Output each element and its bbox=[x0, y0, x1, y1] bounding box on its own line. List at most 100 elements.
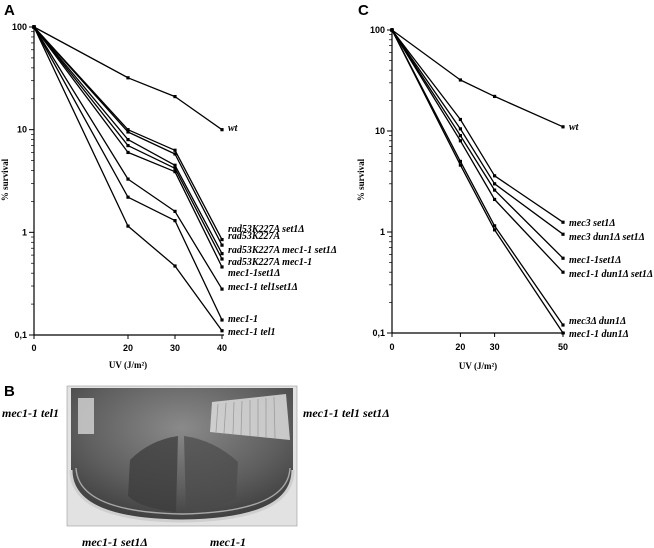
panel-b-photo bbox=[66, 385, 298, 527]
chart-c-x-tick-label: 20 bbox=[455, 342, 465, 352]
chart-a-series-mec1-1-point bbox=[220, 318, 224, 322]
chart-a-y-tick-label: 1 bbox=[22, 227, 27, 237]
panel-letter-c: C bbox=[358, 2, 369, 19]
chart-c-series-mec1-1-dun1delta-point bbox=[390, 28, 394, 32]
chart-a-series-mec1-1-tel1-point bbox=[173, 264, 177, 268]
chart-a-series-mec1-1-tel1set1delta-line bbox=[33, 26, 223, 290]
chart-c-series-wt-point bbox=[493, 94, 497, 99]
chart-a-series-mec1-1-label: mec1-1 bbox=[228, 314, 258, 325]
chart-a-x-axis-label: UV (J/m²) bbox=[109, 360, 147, 370]
chart-c-series-mec1-1-dun1delta-set1delta-line bbox=[391, 29, 564, 273]
chart-c-x-tick-label: 30 bbox=[490, 342, 500, 352]
chart-a-series-mec1-1-line bbox=[33, 26, 223, 321]
chart-c-y-tick-label: 1 bbox=[380, 227, 385, 237]
chart-a-series-rad53k227a-mec1-1-set1delta-point bbox=[220, 252, 224, 256]
streak-mec1-1 bbox=[184, 436, 238, 512]
streak-mec1-1-set1 bbox=[128, 436, 178, 512]
chart-a-series-rad53k227a-set1delta-point bbox=[173, 148, 177, 152]
chart-c-series-mec1-1-dun1delta-point bbox=[458, 163, 462, 167]
chart-c-series-mec3delta-dun1delta-point bbox=[561, 323, 565, 327]
chart-a-series-wt-line bbox=[33, 26, 223, 131]
chart-c-x-tick-label: 0 bbox=[389, 342, 394, 352]
chart-a-series-mec1-1-tel1set1delta-label: mec1-1 tel1set1Δ bbox=[228, 282, 298, 293]
streak-texture bbox=[215, 396, 276, 439]
chart-a-series-wt-label: wt bbox=[228, 123, 239, 134]
chart-a-series-mec1-1-tel1-point bbox=[32, 25, 36, 29]
chart-a-x-tick-label: 20 bbox=[123, 343, 133, 353]
chart-a-series-rad53k227a-mec1-1-label: rad53K227A mec1-1 bbox=[228, 257, 312, 268]
chart-a-series-mec1-1set1delta-label: mec1-1set1Δ bbox=[228, 268, 280, 279]
chart-c-series-mec3-dun1delta-set1delta-point bbox=[561, 232, 565, 236]
chart-c-series-mec3delta-dun1delta-point bbox=[458, 159, 462, 164]
chart-a-series-rad53k227a-point bbox=[126, 130, 130, 134]
chart-c-series-mec3-set1delta-point bbox=[493, 174, 497, 178]
chart-c-series-mec1-1-dun1delta-set1delta-point bbox=[561, 270, 565, 274]
chart-c-series-mec1-1set1delta-point bbox=[458, 134, 462, 138]
chart-a-series-rad53k227a-set1delta-line bbox=[33, 26, 223, 240]
chart-c-series-mec1-1-dun1delta-set1delta-point bbox=[458, 139, 462, 143]
chart-a-series-mec1-1-tel1-line bbox=[33, 26, 223, 332]
chart-a-series-mec1-1-tel1set1delta-point bbox=[220, 287, 224, 291]
chart-a-series-rad53k227a-mec1-1-point bbox=[126, 143, 130, 148]
chart-c-y-tick-label: 10 bbox=[375, 126, 385, 136]
chart-a-series-mec1-1-tel1set1delta-point bbox=[126, 177, 130, 181]
chart-c-series-mec1-1-dun1delta-set1delta-point bbox=[493, 197, 497, 202]
chart-c-series-mec1-1-dun1delta-label: mec1-1 dun1Δ bbox=[569, 329, 629, 340]
chart-a-y-tick-label: 10 bbox=[17, 125, 27, 135]
chart-c: 100 10 1 0,1 0 20 30 50 UV (J/m²) % survival wt mec… bbox=[356, 25, 653, 371]
chart-c-series-mec1-1-dun1delta-point bbox=[561, 331, 565, 335]
chart-a-series-rad53k227a-mec1-1-line bbox=[33, 26, 223, 260]
chart-c-series-mec1-1-dun1delta-line bbox=[391, 29, 564, 334]
chart-a-series-mec1-1set1delta-point bbox=[220, 265, 224, 269]
chart-a-series-rad53k227a-mec1-1-set1delta-label: rad53K227A mec1-1 set1Δ bbox=[228, 245, 337, 256]
plate-rim bbox=[69, 469, 295, 523]
chart-a-series-rad53k227a-label: rad53K227A bbox=[228, 231, 281, 242]
streak-mec1-1-tel1 bbox=[78, 398, 94, 434]
chart-a-series-wt-point bbox=[173, 94, 177, 99]
chart-c-y-axis-label: % survival bbox=[356, 158, 366, 201]
chart-a-series-wt-point bbox=[220, 128, 224, 132]
chart-c-series-mec3-dun1delta-set1delta-point bbox=[493, 182, 497, 186]
chart-a-series-mec1-1-point bbox=[126, 195, 130, 199]
chart-a-x-tick-label: 30 bbox=[170, 343, 180, 353]
chart-c-series-mec1-1-dun1delta-set1delta-label: mec1-1 dun1Δ set1Δ bbox=[569, 269, 653, 280]
chart-c-series-mec1-1-dun1delta-point bbox=[493, 228, 497, 232]
photo-frame bbox=[66, 385, 298, 527]
chart-a-series-mec1-1set1delta-point bbox=[173, 170, 177, 174]
chart-c-series-mec3-set1delta-line bbox=[391, 29, 564, 223]
chart-c-series-mec3-set1delta-point bbox=[561, 220, 565, 224]
chart-a-series-mec1-1set1delta-line bbox=[33, 26, 223, 268]
chart-c-series-mec3-dun1delta-set1delta-point bbox=[458, 127, 462, 131]
chart-a-series-mec1-1-tel1-point bbox=[220, 329, 224, 333]
chart-a-series-rad53k227a-mec1-1-point bbox=[220, 257, 224, 261]
chart-c-series-mec3-dun1delta-set1delta-line bbox=[391, 29, 564, 235]
plate-label-bottom-left: mec1-1 set1Δ bbox=[82, 535, 148, 548]
chart-c-series-mec1-1set1delta-point bbox=[493, 188, 497, 192]
chart-a-series-rad53k227a-mec1-1-set1delta-line bbox=[33, 26, 223, 254]
chart-a-y-tick-label: 100 bbox=[12, 22, 27, 32]
chart-a-series-mec1-1set1delta-point bbox=[126, 150, 130, 155]
chart-a-series-rad53k227a-point bbox=[173, 152, 177, 156]
chart-c-y-tick-label: 100 bbox=[370, 25, 385, 35]
chart-a: 100 10 1 0,1 0 20 30 40 UV (J/m²) % survival wt rad… bbox=[0, 22, 337, 370]
chart-a-series-rad53k227a-point bbox=[220, 243, 224, 247]
chart-a-x-tick-label: 0 bbox=[31, 343, 36, 353]
chart-a-y-axis-label: % survival bbox=[0, 158, 10, 201]
chart-a-series-mec1-1-tel1-point bbox=[126, 224, 130, 228]
chart-a-series-rad53k227a-set1delta-point bbox=[126, 128, 130, 132]
chart-a-series-rad53k227a-mec1-1-point bbox=[173, 166, 177, 170]
chart-a-series-mec1-1-point bbox=[173, 219, 177, 223]
chart-c-series-mec1-1set1delta-line bbox=[391, 29, 564, 259]
chart-c-series-mec3-set1delta-label: mec3 set1Δ bbox=[569, 218, 616, 229]
chart-c-series-mec3delta-dun1delta-label: mec3Δ dun1Δ bbox=[569, 316, 626, 327]
chart-c-series-wt-point bbox=[458, 78, 462, 82]
chart-a-series-mec1-1-tel1-label: mec1-1 tel1 bbox=[228, 327, 275, 338]
chart-a-series-rad53k227a-line bbox=[33, 26, 223, 246]
chart-a-series-rad53k227a-mec1-1-set1delta-point bbox=[126, 138, 130, 142]
chart-c-series-wt-label: wt bbox=[569, 122, 580, 133]
chart-a-series-rad53k227a-set1delta-point bbox=[220, 237, 224, 242]
chart-c-series-mec1-1set1delta-point bbox=[561, 256, 565, 260]
chart-a-y-tick-label: 0,1 bbox=[14, 330, 27, 340]
plate-rim-inner bbox=[75, 467, 291, 515]
chart-a-series-rad53k227a-set1delta-label: rad53K227A set1Δ bbox=[228, 224, 305, 235]
